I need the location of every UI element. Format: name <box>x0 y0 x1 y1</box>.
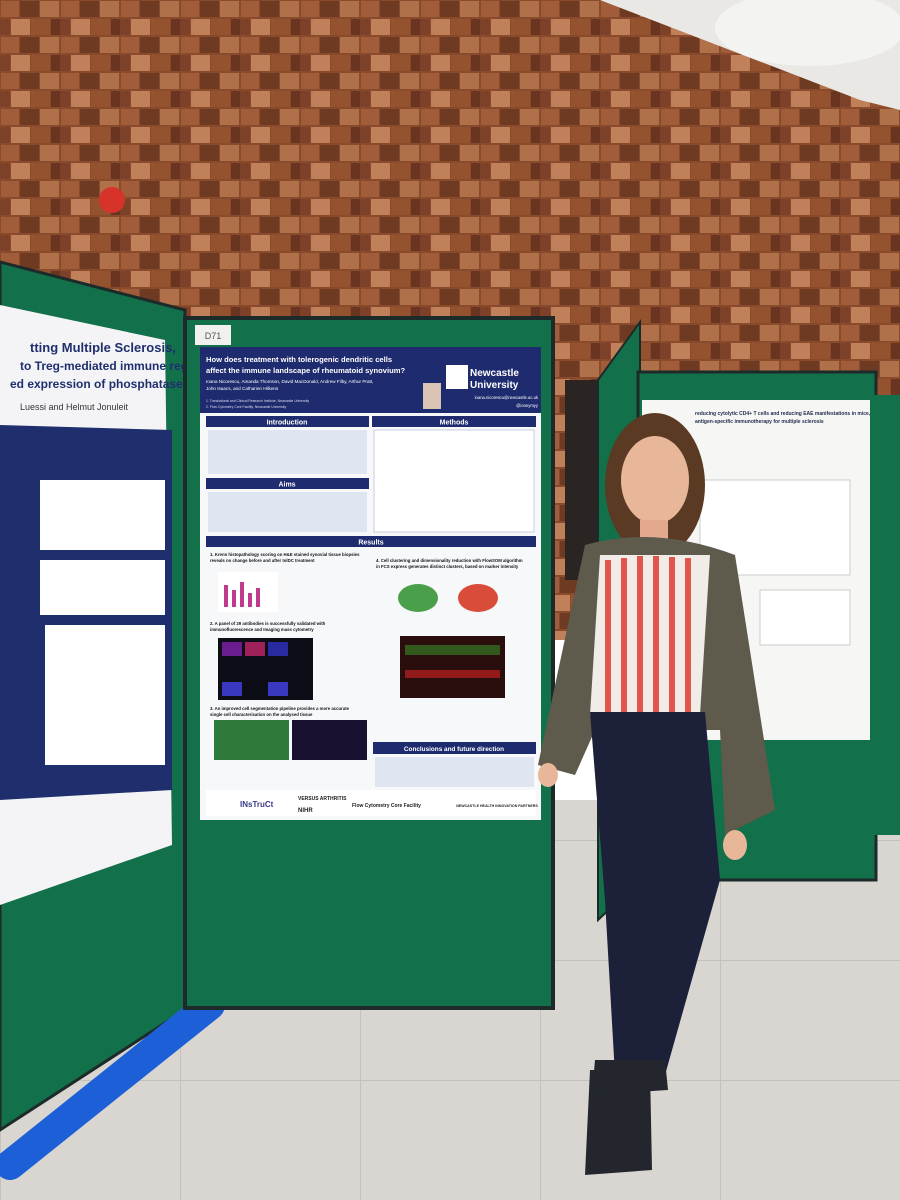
section-header <box>206 536 536 547</box>
shoe <box>592 1060 668 1095</box>
left-poster-title: tting Multiple Sclerosis, <box>30 340 176 355</box>
shirt <box>590 555 710 715</box>
left-poster-title: to Treg-mediated immune regulation <box>20 359 227 373</box>
section-title: Conclusions and future direction <box>404 746 504 753</box>
chart-bar <box>240 582 244 607</box>
chart-bar <box>224 585 228 607</box>
logo-strip <box>206 790 536 816</box>
section-header <box>206 478 369 489</box>
imaging-tile <box>268 642 288 656</box>
poster-authors: John Isaacs, and Catharien Hilkens <box>206 386 279 391</box>
result-heading: 1. Krenn histopathology scoring on H&E s… <box>210 552 360 557</box>
section-title: Aims <box>278 482 295 489</box>
aims-text-block <box>208 492 367 532</box>
segmentation-image <box>292 720 367 760</box>
poster-header <box>200 347 541 413</box>
umap-plot <box>398 584 438 612</box>
hand <box>538 763 558 787</box>
fire-alarm <box>99 187 125 213</box>
chart-bar <box>256 588 260 607</box>
result-heading: single cell characterisation on the anal… <box>210 712 313 717</box>
imaging-tile <box>268 682 288 696</box>
right-poster-title: antigen-specific immunotherapy for multi… <box>695 419 824 425</box>
result-heading: immunofluorescence and Imaging mass cyto… <box>210 627 314 632</box>
section-header <box>206 416 369 427</box>
umap-plot <box>458 584 498 612</box>
left-figure <box>45 625 165 765</box>
left-poster-title: ed expression of phosphatase PTEN <box>10 377 218 391</box>
trousers <box>590 712 720 1075</box>
poster-email: ioana.nicorescu@newcastle.ac.uk <box>475 395 539 400</box>
hand <box>723 830 747 860</box>
intro-text-block <box>208 430 367 474</box>
result-heading: 4. Cell clustering and dimensionality re… <box>376 558 523 563</box>
poster-title: How does treatment with tolerogenic dend… <box>206 355 392 364</box>
result-heading: reveals no change before and after tolDC… <box>210 558 315 563</box>
face <box>621 436 689 524</box>
section-title: Introduction <box>267 420 308 427</box>
poster-affiliation: 2. Flow Cytometry Core Facility, Newcast… <box>206 405 287 409</box>
logo: INsTruCt <box>240 800 274 809</box>
chart-bar <box>232 590 236 607</box>
imaging-tile <box>245 642 265 656</box>
right-poster-title: reducing cytolytic CD4+ T cells and redu… <box>695 411 871 417</box>
imaging-tile <box>222 682 242 696</box>
result-heading: 2. A panel of 29 antibodies is successfu… <box>210 621 326 626</box>
result-heading: 3. An improved cell segmentation pipelin… <box>210 706 350 711</box>
heatmap-band <box>405 645 500 655</box>
section-header <box>372 416 536 427</box>
author-photo <box>423 383 441 409</box>
methods-diagram <box>373 429 535 533</box>
poster-handle: @ioneymyy <box>516 403 539 408</box>
ceiling-light <box>715 0 900 66</box>
imaging-tile <box>222 642 242 656</box>
right-figure <box>759 589 851 646</box>
section-title: Results <box>358 540 383 547</box>
left-figure <box>40 480 165 550</box>
person <box>538 413 775 1175</box>
shirt-stripes <box>605 556 691 714</box>
poster-tube <box>0 990 225 1180</box>
poster-title: affect the immune landscape of rheumatoi… <box>206 366 406 375</box>
logo: Flow Cytometry Core Facility <box>352 803 421 809</box>
result-heading: in FCS express generates distinct cluste… <box>376 564 519 569</box>
university-crest <box>446 365 468 389</box>
university-name: Newcastle <box>470 368 519 379</box>
poster-authors: Ioana Nicorescu, Amanda Thomson, David M… <box>206 379 373 384</box>
chart-bar <box>248 593 252 607</box>
section-header <box>373 742 536 754</box>
university-name: University <box>470 380 519 391</box>
left-poster-authors: Luessi and Helmut Jonuleit <box>20 402 129 412</box>
board-label: D71 <box>205 331 222 341</box>
shoe <box>585 1070 652 1175</box>
logo: NIHR <box>298 808 313 814</box>
heatmap-band <box>405 670 500 678</box>
section-title: Methods <box>440 420 469 427</box>
logo: VERSUS ARTHRITIS <box>298 796 347 802</box>
board-label-card <box>195 325 231 345</box>
segmentation-image <box>214 720 289 760</box>
poster-affiliation: 1. Translational and Clinical Research I… <box>206 399 309 403</box>
left-figure <box>40 560 165 615</box>
logo: NEWCASTLE HEALTH INNOVATION PARTNERS <box>456 804 538 808</box>
conclusions-text-block <box>375 757 534 787</box>
